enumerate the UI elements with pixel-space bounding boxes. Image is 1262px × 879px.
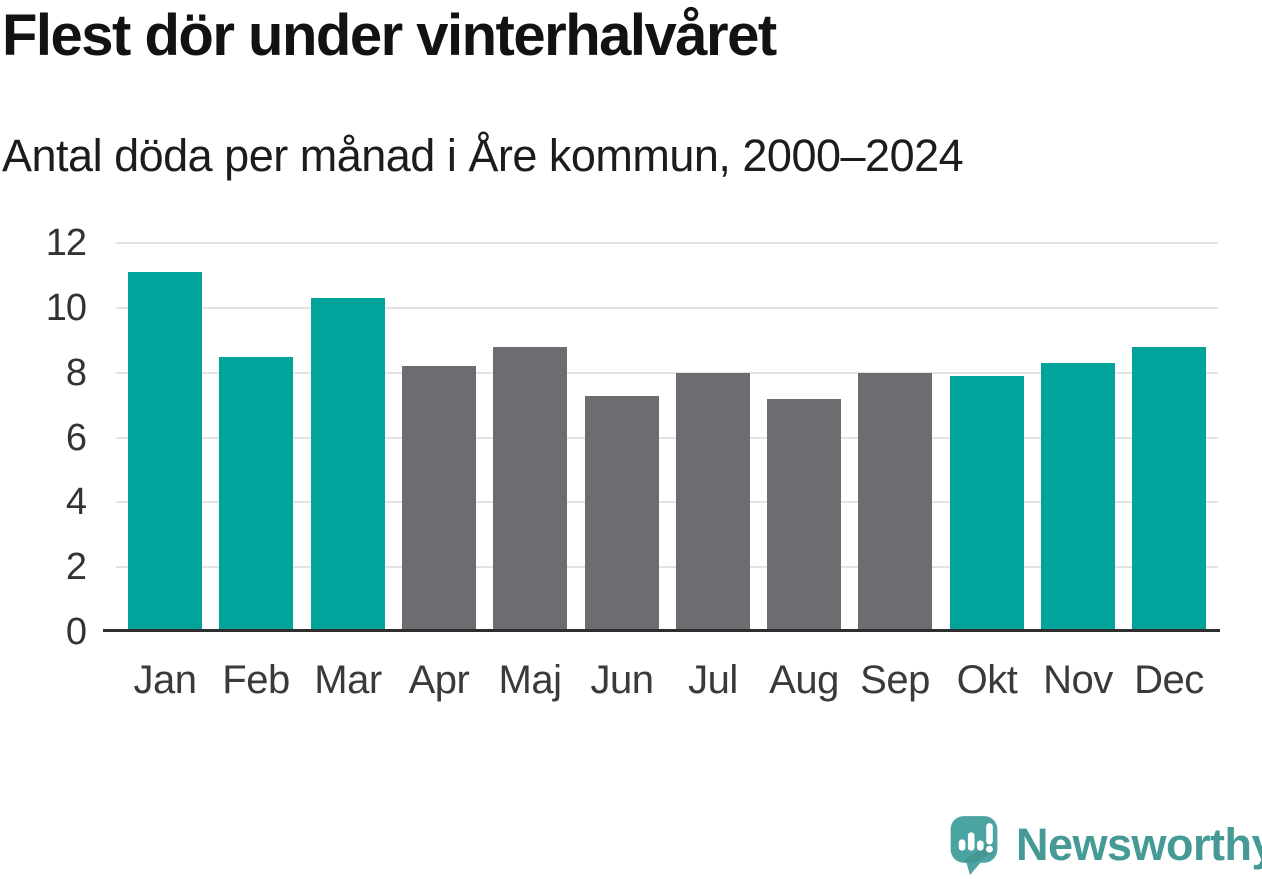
y-tick-label-0: 0 — [65, 611, 87, 653]
gridline-y4 — [116, 501, 1218, 503]
gridline-y2 — [116, 566, 1218, 568]
bar-jun — [585, 396, 659, 629]
bar-okt — [950, 376, 1024, 629]
bar-jul — [676, 373, 750, 629]
chart-title: Flest dör under vinterhalvåret — [2, 3, 777, 68]
bar-jan — [128, 272, 202, 629]
x-tick-label-apr: Apr — [408, 658, 470, 702]
y-tick-label-6: 6 — [65, 417, 87, 459]
gridline-y12 — [116, 242, 1218, 244]
gridline-y6 — [116, 437, 1218, 439]
plot-area — [103, 242, 1220, 632]
bar-sep — [858, 373, 932, 629]
x-tick-label-jun: Jun — [590, 658, 655, 702]
bar-apr — [402, 366, 476, 629]
gridline-y10 — [116, 307, 1218, 309]
brand-name: Newsworthy — [1016, 819, 1262, 870]
bar-maj — [493, 347, 567, 629]
bar-mar — [311, 298, 385, 629]
x-tick-label-okt: Okt — [956, 658, 1018, 702]
brand-logo: Newsworthy — [944, 812, 1262, 876]
bar-dec — [1132, 347, 1206, 629]
x-tick-label-aug: Aug — [769, 658, 839, 702]
x-tick-label-maj: Maj — [498, 658, 562, 702]
y-tick-label-2: 2 — [65, 546, 87, 588]
x-tick-label-jul: Jul — [688, 658, 738, 702]
x-tick-label-nov: Nov — [1043, 658, 1113, 702]
y-tick-label-4: 4 — [65, 481, 87, 523]
bar-nov — [1041, 363, 1115, 629]
chart-subtitle: Antal döda per månad i Åre kommun, 2000–… — [2, 130, 964, 181]
bar-aug — [767, 399, 841, 629]
x-tick-label-jan: Jan — [133, 658, 198, 702]
x-tick-label-dec: Dec — [1134, 658, 1204, 702]
y-tick-label-12: 12 — [45, 222, 87, 264]
x-tick-label-sep: Sep — [860, 658, 930, 702]
newsworthy-logo-icon — [950, 816, 998, 875]
gridline-y8 — [116, 372, 1218, 374]
x-tick-label-feb: Feb — [222, 658, 290, 702]
x-tick-label-mar: Mar — [314, 658, 382, 702]
y-tick-label-10: 10 — [45, 287, 87, 329]
y-tick-label-8: 8 — [65, 352, 87, 394]
bar-feb — [219, 357, 293, 629]
